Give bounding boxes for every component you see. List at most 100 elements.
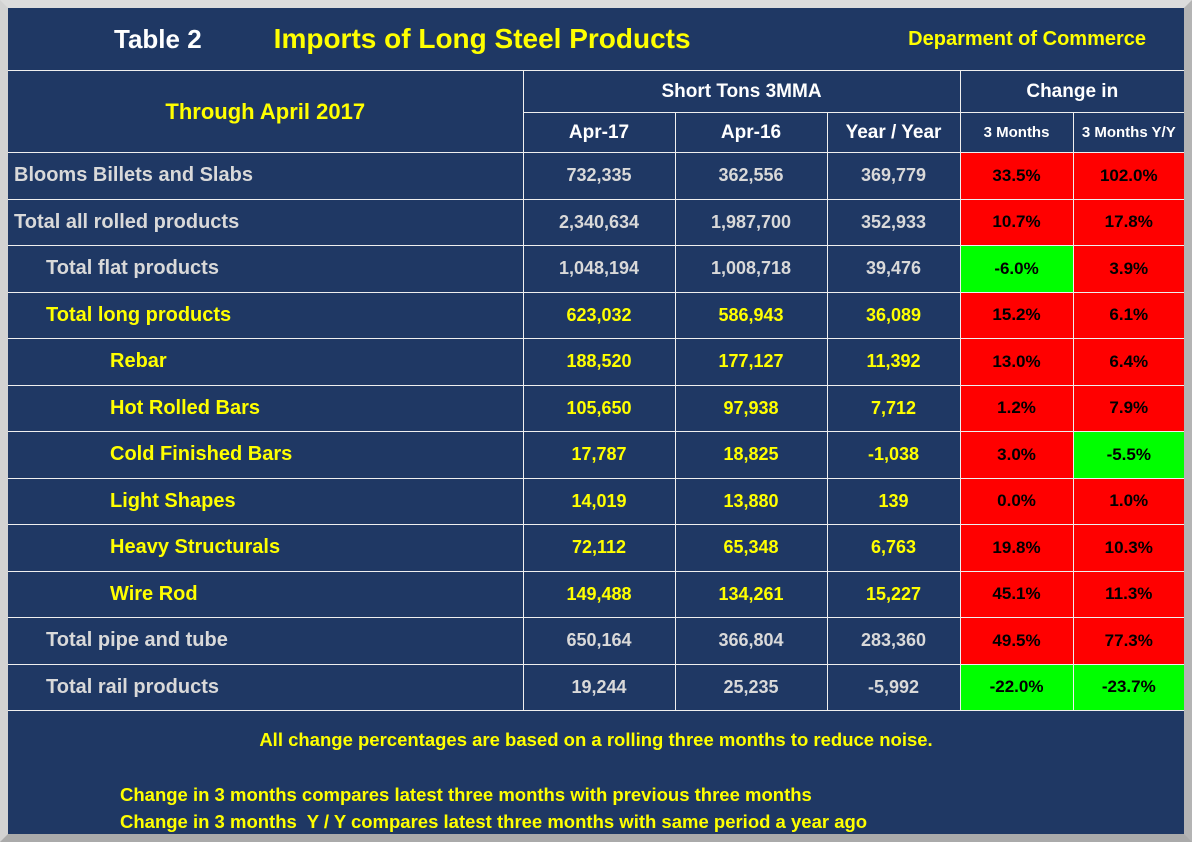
cell-change-3m: 10.7% [959, 198, 1074, 246]
row-label: Total pipe and tube [8, 617, 524, 665]
cell-year-year: 283,360 [826, 617, 961, 665]
imports-table: Through April 2017 Short Tons 3MMA Chang… [8, 70, 1185, 711]
table-row: Cold Finished Bars 17,787 18,825 -1,038 … [8, 431, 1185, 479]
row-label: Light Shapes [8, 477, 524, 525]
table-body: Blooms Billets and Slabs 732,335 362,556… [8, 152, 1185, 711]
cell-change-3m-yy: 17.8% [1072, 198, 1185, 246]
table-row: Wire Rod 149,488 134,261 15,227 45.1% 11… [8, 570, 1185, 618]
row-label: Cold Finished Bars [8, 431, 524, 479]
cell-change-3m-yy: 1.0% [1072, 477, 1185, 525]
cell-apr17: 105,650 [522, 384, 676, 432]
cell-apr17: 17,787 [522, 431, 676, 479]
cell-change-3m: 13.0% [959, 338, 1074, 386]
table-row: Total flat products 1,048,194 1,008,718 … [8, 245, 1185, 293]
cell-change-3m-yy: -5.5% [1072, 431, 1185, 479]
row-label: Total all rolled products [8, 198, 524, 246]
cell-year-year: 7,712 [826, 384, 961, 432]
cell-apr16: 366,804 [674, 617, 828, 665]
cell-apr17: 149,488 [522, 570, 676, 618]
cell-change-3m: -6.0% [959, 245, 1074, 293]
table-header: Through April 2017 Short Tons 3MMA Chang… [8, 70, 1185, 153]
column-header-year-year: Year / Year [826, 112, 961, 153]
cell-apr17: 14,019 [522, 477, 676, 525]
cell-apr17: 72,112 [522, 524, 676, 572]
cell-apr16: 25,235 [674, 663, 828, 711]
cell-apr16: 1,987,700 [674, 198, 828, 246]
row-label: Heavy Structurals [8, 524, 524, 572]
cell-apr16: 18,825 [674, 431, 828, 479]
cell-apr17: 650,164 [522, 617, 676, 665]
table-row: Total all rolled products 2,340,634 1,98… [8, 198, 1185, 246]
cell-change-3m: -22.0% [959, 663, 1074, 711]
cell-year-year: 36,089 [826, 291, 961, 339]
table-row: Total long products 623,032 586,943 36,0… [8, 291, 1185, 339]
footnote-rolling-average: All change percentages are based on a ro… [259, 729, 933, 750]
cell-change-3m-yy: 7.9% [1072, 384, 1185, 432]
cell-apr16: 65,348 [674, 524, 828, 572]
cell-change-3m: 1.2% [959, 384, 1074, 432]
cell-apr16: 177,127 [674, 338, 828, 386]
row-label: Total flat products [8, 245, 524, 293]
cell-year-year: 39,476 [826, 245, 961, 293]
header-through-april: Through April 2017 [8, 70, 524, 153]
cell-apr17: 1,048,194 [522, 245, 676, 293]
column-header-apr17: Apr-17 [523, 112, 676, 153]
cell-apr16: 362,556 [674, 152, 828, 200]
cell-apr17: 2,340,634 [522, 198, 676, 246]
table-row: Blooms Billets and Slabs 732,335 362,556… [8, 152, 1185, 200]
cell-apr17: 19,244 [522, 663, 676, 711]
cell-change-3m-yy: 77.3% [1072, 617, 1185, 665]
column-header-apr16: Apr-16 [674, 112, 828, 153]
cell-change-3m-yy: 11.3% [1072, 570, 1185, 618]
cell-apr16: 134,261 [674, 570, 828, 618]
cell-change-3m-yy: 10.3% [1072, 524, 1185, 572]
footnote-change-3-months-yy: Change in 3 months Y / Y compares latest… [120, 811, 868, 832]
cell-change-3m-yy: 3.9% [1072, 245, 1185, 293]
cell-apr16: 1,008,718 [674, 245, 828, 293]
cell-change-3m-yy: 6.1% [1072, 291, 1185, 339]
cell-change-3m: 15.2% [959, 291, 1074, 339]
cell-change-3m: 45.1% [959, 570, 1074, 618]
cell-apr16: 586,943 [674, 291, 828, 339]
table-row: Heavy Structurals 72,112 65,348 6,763 19… [8, 524, 1185, 572]
header-short-tons-group: Short Tons 3MMA [522, 70, 961, 113]
table-row: Total pipe and tube 650,164 366,804 283,… [8, 617, 1185, 665]
row-label: Hot Rolled Bars [8, 384, 524, 432]
table-row: Light Shapes 14,019 13,880 139 0.0% 1.0% [8, 477, 1185, 525]
footnote-change-3-months: Change in 3 months compares latest three… [120, 784, 812, 805]
cell-apr17: 623,032 [522, 291, 676, 339]
row-label: Wire Rod [8, 570, 524, 618]
column-header-3-months: 3 Months [959, 112, 1074, 153]
cell-change-3m: 33.5% [959, 152, 1074, 200]
cell-change-3m: 3.0% [959, 431, 1074, 479]
table-number-label: Table 2 [114, 23, 202, 54]
header-change-in-group: Change in [959, 70, 1185, 113]
cell-year-year: 11,392 [826, 338, 961, 386]
cell-year-year: 139 [826, 477, 961, 525]
footnotes: All change percentages are based on a ro… [8, 711, 1184, 835]
cell-change-3m-yy: 6.4% [1072, 338, 1185, 386]
row-label: Rebar [8, 338, 524, 386]
title-bar: Table 2 Imports of Long Steel Products D… [8, 8, 1184, 70]
cell-change-3m: 19.8% [959, 524, 1074, 572]
cell-year-year: -1,038 [826, 431, 961, 479]
cell-change-3m: 0.0% [959, 477, 1074, 525]
table-row: Total rail products 19,244 25,235 -5,992… [8, 663, 1185, 711]
table-row: Hot Rolled Bars 105,650 97,938 7,712 1.2… [8, 384, 1185, 432]
cell-apr16: 97,938 [674, 384, 828, 432]
cell-year-year: 15,227 [826, 570, 961, 618]
cell-change-3m-yy: -23.7% [1072, 663, 1185, 711]
cell-change-3m-yy: 102.0% [1072, 152, 1185, 200]
row-label: Total long products [8, 291, 524, 339]
cell-change-3m: 49.5% [959, 617, 1074, 665]
cell-year-year: 369,779 [826, 152, 961, 200]
cell-apr16: 13,880 [674, 477, 828, 525]
cell-apr17: 732,335 [522, 152, 676, 200]
source-label: Deparment of Commerce [908, 27, 1146, 50]
page-title: Imports of Long Steel Products [273, 23, 691, 54]
column-header-3-months-yy: 3 Months Y/Y [1072, 112, 1185, 153]
cell-year-year: -5,992 [826, 663, 961, 711]
row-label: Blooms Billets and Slabs [8, 152, 524, 200]
row-label: Total rail products [8, 663, 524, 711]
